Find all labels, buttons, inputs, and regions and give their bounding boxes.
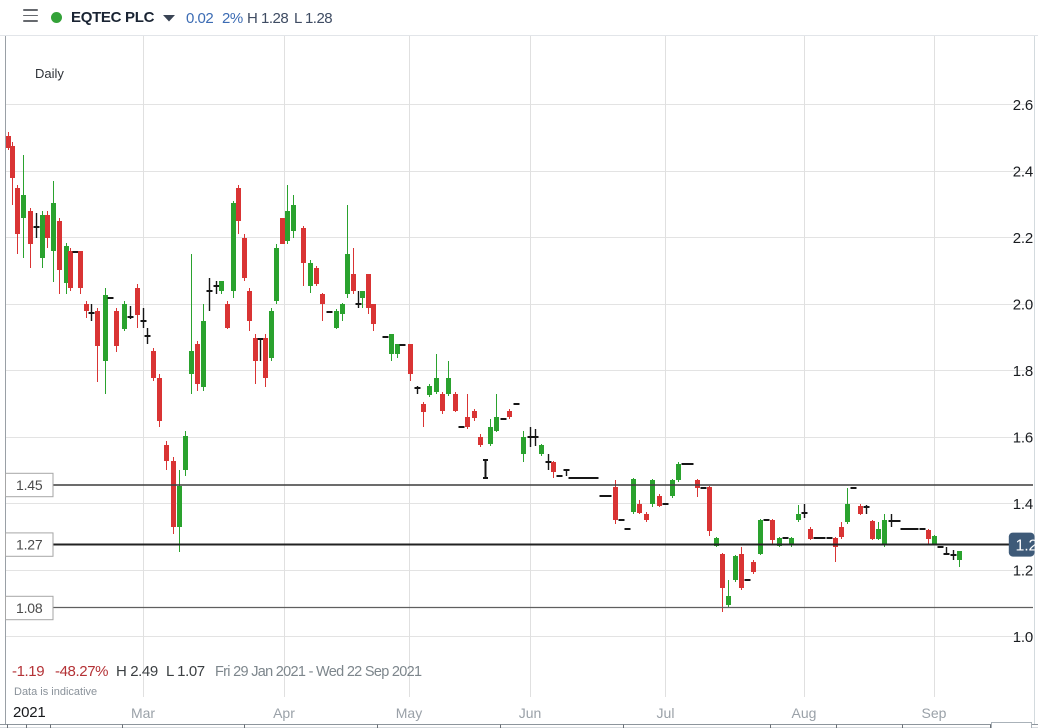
svg-text:Apr: Apr <box>273 705 295 721</box>
svg-text:Jul: Jul <box>657 705 675 721</box>
svg-text:Mar: Mar <box>131 705 155 721</box>
svg-text:Fri 29 Jan 2021 - Wed 22 Sep 2: Fri 29 Jan 2021 - Wed 22 Sep 2021 <box>215 664 422 680</box>
svg-text:1.4: 1.4 <box>1013 496 1033 513</box>
svg-text:1.6: 1.6 <box>1013 430 1033 447</box>
svg-text:Sep: Sep <box>922 705 947 721</box>
svg-text:1.45: 1.45 <box>16 477 43 493</box>
svg-text:Aug: Aug <box>792 705 817 721</box>
svg-text:1.08: 1.08 <box>16 600 43 616</box>
svg-text:H 2.49: H 2.49 <box>116 663 158 680</box>
svg-text:Daily: Daily <box>35 66 64 81</box>
svg-text:Jun: Jun <box>519 705 542 721</box>
svg-text:1.28: 1.28 <box>1016 538 1038 555</box>
svg-text:-1.19: -1.19 <box>12 663 44 680</box>
svg-text:1.27: 1.27 <box>16 537 43 553</box>
svg-text:Data is indicative: Data is indicative <box>14 686 97 698</box>
svg-text:1.8: 1.8 <box>1013 363 1033 380</box>
svg-text:2.4: 2.4 <box>1013 164 1033 181</box>
svg-text:2021: 2021 <box>13 704 46 721</box>
svg-text:L 1.07: L 1.07 <box>166 663 205 680</box>
svg-text:1.0: 1.0 <box>1013 629 1033 646</box>
svg-text:-48.27%: -48.27% <box>55 663 108 680</box>
svg-text:2.6: 2.6 <box>1013 97 1033 114</box>
svg-text:2.2: 2.2 <box>1013 230 1033 247</box>
svg-text:May: May <box>396 705 422 721</box>
svg-text:2.0: 2.0 <box>1013 297 1033 314</box>
svg-text:1.2: 1.2 <box>1013 563 1033 580</box>
